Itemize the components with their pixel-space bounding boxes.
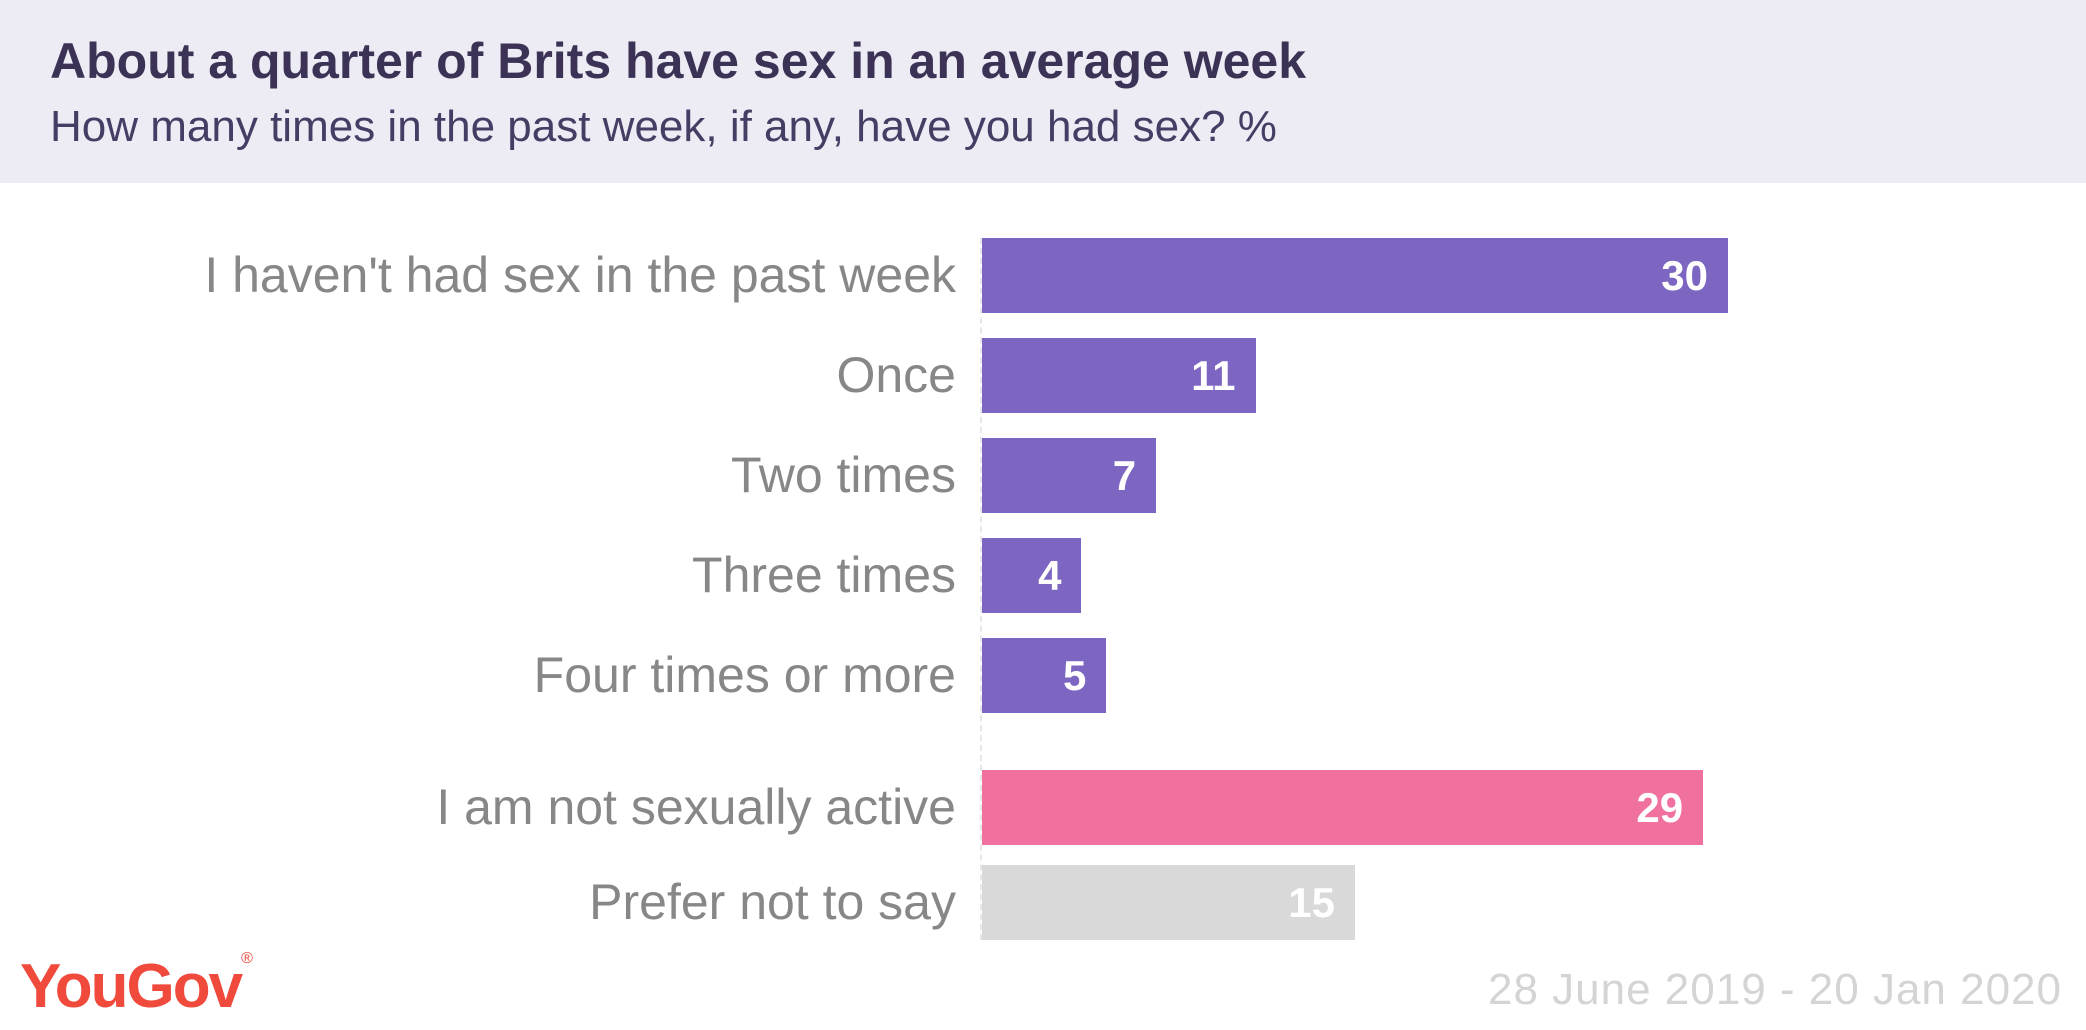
bar-row: Two times 7	[0, 438, 2086, 513]
category-label: Two times	[730, 447, 956, 503]
bar-row: Three times 4	[0, 538, 2086, 613]
bar-track: 15	[982, 865, 2086, 940]
bar-row: I haven't had sex in the past week 30	[0, 238, 2086, 313]
bar-value-label: 4	[1038, 552, 1062, 599]
chart-header: About a quarter of Brits have sex in an …	[0, 0, 2086, 183]
registered-trademark-icon: ®	[241, 950, 253, 967]
category-label: Three times	[692, 547, 956, 603]
yougov-logo: YouGov®	[20, 951, 253, 1018]
bar: 7	[982, 438, 1157, 513]
yougov-logo-text: YouGov	[20, 952, 243, 1021]
category-label: Once	[836, 347, 956, 403]
bar-value-label: 30	[1661, 252, 1708, 299]
bar-value-label: 29	[1636, 784, 1684, 831]
bar: 5	[982, 638, 1107, 713]
bar-track: 7	[982, 438, 2086, 513]
chart-subtitle: How many times in the past week, if any,…	[50, 102, 1277, 151]
bar-value-label: 7	[1112, 452, 1137, 499]
bar-value-label: 11	[1191, 352, 1236, 399]
bar-value-label: 15	[1288, 879, 1335, 926]
bar-row: Four times or more 5	[0, 638, 2086, 713]
bar-track: 29	[982, 770, 2086, 845]
category-label: Four times or more	[533, 647, 956, 703]
bar-rows-container: I haven't had sex in the past week 30 Once…	[0, 238, 2086, 940]
bar-chart: I haven't had sex in the past week 30 Once…	[0, 183, 2086, 940]
category-label: I haven't had sex in the past week	[204, 247, 956, 303]
bar-track: 5	[982, 638, 2086, 713]
bar: 29	[982, 770, 1704, 845]
bar-row: Prefer not to say 15	[0, 865, 2086, 940]
bar-row: Once 11	[0, 338, 2086, 413]
bar: 4	[982, 538, 1082, 613]
bar: 11	[982, 338, 1256, 413]
category-label: I am not sexually active	[436, 779, 956, 835]
bar-row: I am not sexually active 29	[0, 770, 2086, 845]
bar-track: 30	[982, 238, 2086, 313]
category-label: Prefer not to say	[589, 874, 956, 930]
chart-title: About a quarter of Brits have sex in an …	[50, 33, 1307, 89]
bar-value-label: 5	[1062, 652, 1087, 699]
bar: 30	[982, 238, 1728, 313]
axis-baseline	[980, 238, 982, 940]
bar-track: 4	[982, 538, 2086, 613]
bar-track: 11	[982, 338, 2086, 413]
bar: 15	[982, 865, 1355, 940]
fieldwork-date-range: 28 June 2019 - 20 Jan 2020	[1487, 965, 2062, 1014]
